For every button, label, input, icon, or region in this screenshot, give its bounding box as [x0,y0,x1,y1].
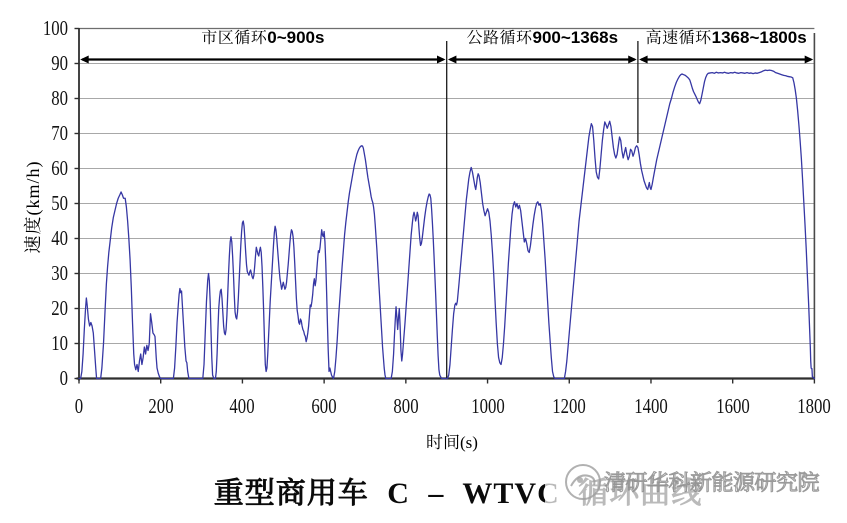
section-arrow-left-head-0 [80,55,89,64]
x-tick-label-1200: 1200 [552,394,587,418]
y-tick-label-50: 50 [51,190,68,215]
section-arrow-right-head-2 [804,55,814,64]
y-tick-label-60: 60 [51,155,68,180]
y-tick-label-80: 80 [51,85,68,110]
section-label-1: 公路循环900~1368s [467,27,619,47]
section-label-cn-1: 公路循环 [466,25,533,48]
y-tick-label-90: 90 [51,50,68,75]
section-label-cn-2: 高速循环 [645,25,712,48]
y-tick-label-70: 70 [51,120,68,145]
section-label-range-2: 1368~1800s [711,28,807,47]
y-tick-label-30: 30 [51,260,68,285]
y-tick-label-10: 10 [51,330,68,355]
y-tick-label-100: 100 [42,15,68,40]
y-tick-label-0: 0 [59,365,68,390]
section-arrow-right-head-0 [437,55,446,64]
watermark-logo-shape [565,464,601,500]
watermark-text: 清研华科新能源研究院 [603,465,820,497]
watermark-backdrop [545,445,845,510]
section-label-range-1: 900~1368s [532,28,619,47]
section-arrow-right-head-1 [628,55,637,64]
x-tick-label-1400: 1400 [634,394,668,418]
y-tick-label-20: 20 [51,295,68,320]
speed-curve [78,69,816,380]
watermark-logo-shape [577,477,583,483]
section-arrow-left-head-2 [639,55,648,64]
x-tick-label-800: 800 [393,394,419,418]
x-axis-title: 时间(s) [426,428,478,453]
x-tick-label-1000: 1000 [470,394,505,418]
y-axis-title: 速度(km/h) [19,160,45,254]
section-arrow-left-head-1 [447,55,457,64]
watermark-logo-shape [570,474,596,487]
x-tick-label-400: 400 [229,394,255,418]
x-tick-label-0: 0 [74,394,84,418]
section-label-range-0: 0~900s [267,28,325,47]
section-label-cn-0: 市区循环 [201,25,268,48]
x-tick-label-1800: 1800 [797,394,832,418]
section-label-0: 市区循环0~900s [201,27,324,47]
y-tick-label-40: 40 [51,225,68,250]
x-tick-label-600: 600 [311,394,337,418]
x-tick-label-1600: 1600 [715,394,750,418]
section-label-2: 高速循环1368~1800s [646,27,807,47]
watermark-logo-icon [565,464,601,500]
x-tick-label-200: 200 [148,394,174,418]
